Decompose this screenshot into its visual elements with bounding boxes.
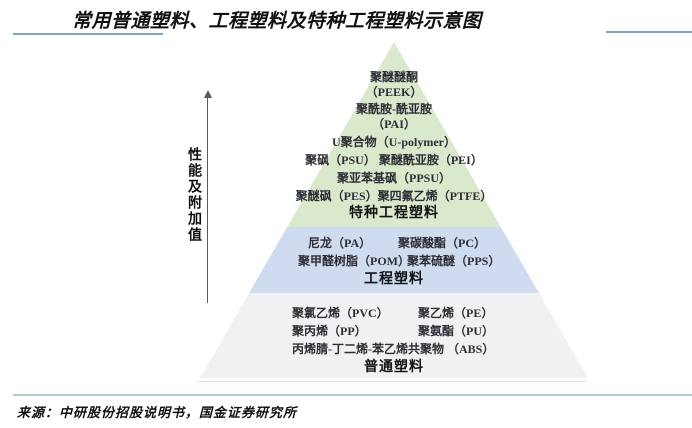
bottom-divider <box>13 394 692 396</box>
plastics-pyramid <box>200 42 588 378</box>
axis-label: 性能及附加值 <box>186 147 201 243</box>
band-engineering-plastics <box>200 227 588 293</box>
pyramid-base-line <box>197 381 587 382</box>
band-special-engineering-plastics <box>200 42 588 227</box>
source-note: 来源：中研股份招股说明书，国金证券研究所 <box>17 405 298 420</box>
figure-title: 常用普通塑料、工程塑料及特种工程塑料示意图 <box>72 11 482 32</box>
title-underline-right <box>606 31 692 33</box>
up-arrow-icon <box>204 90 212 98</box>
band-general-plastics <box>200 293 588 378</box>
axis-arrow-line <box>207 97 208 303</box>
title-underline-left <box>13 33 163 35</box>
